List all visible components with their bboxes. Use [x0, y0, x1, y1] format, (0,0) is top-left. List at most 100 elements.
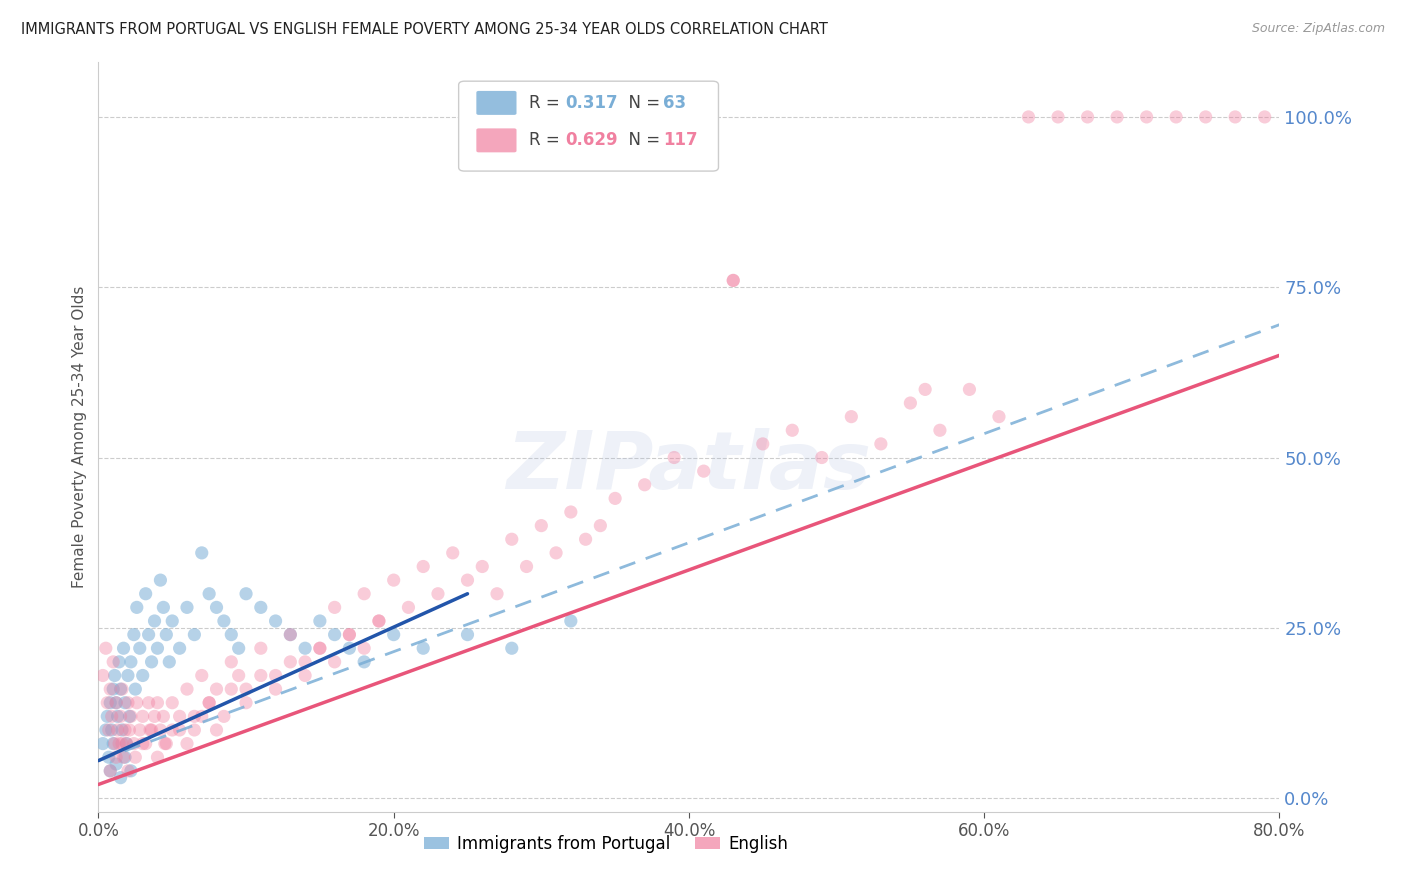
Point	[382, 627, 405, 641]
Point	[115, 737, 138, 751]
Point	[810, 450, 832, 465]
Point	[97, 723, 120, 737]
Point	[294, 655, 316, 669]
Point	[114, 696, 136, 710]
Point	[294, 668, 316, 682]
Text: 0.317: 0.317	[565, 94, 617, 112]
Point	[339, 627, 361, 641]
Point	[149, 573, 172, 587]
Point	[120, 764, 142, 778]
Point	[110, 682, 132, 697]
Point	[471, 559, 494, 574]
FancyBboxPatch shape	[477, 128, 516, 153]
Point	[221, 655, 243, 669]
Point	[235, 682, 257, 697]
Point	[191, 546, 214, 560]
Point	[118, 709, 141, 723]
Point	[221, 627, 243, 641]
Point	[198, 696, 221, 710]
Point	[929, 423, 952, 437]
Text: 117: 117	[664, 131, 697, 149]
Point	[98, 764, 121, 778]
Point	[575, 533, 598, 547]
Point	[309, 614, 332, 628]
Point	[235, 696, 257, 710]
Point	[122, 627, 145, 641]
Point	[138, 627, 160, 641]
Point	[105, 757, 128, 772]
Point	[228, 668, 250, 682]
Point	[108, 655, 131, 669]
Point	[146, 696, 169, 710]
Point	[169, 723, 191, 737]
Point	[398, 600, 420, 615]
Point	[132, 668, 155, 682]
FancyBboxPatch shape	[477, 91, 516, 115]
Point	[501, 533, 523, 547]
Text: N =: N =	[619, 94, 665, 112]
Point	[560, 614, 582, 628]
Point	[183, 723, 205, 737]
Point	[107, 709, 129, 723]
Text: Source: ZipAtlas.com: Source: ZipAtlas.com	[1251, 22, 1385, 36]
Point	[125, 696, 148, 710]
Point	[605, 491, 627, 506]
Point	[125, 600, 148, 615]
Point	[198, 696, 221, 710]
Point	[149, 723, 172, 737]
Point	[782, 423, 804, 437]
Point	[205, 600, 228, 615]
Point	[124, 682, 146, 697]
Point	[250, 641, 273, 656]
Point	[1046, 110, 1070, 124]
Point	[96, 709, 118, 723]
Y-axis label: Female Poverty Among 25-34 Year Olds: Female Poverty Among 25-34 Year Olds	[72, 286, 87, 588]
Point	[664, 450, 686, 465]
Point	[441, 546, 464, 560]
Point	[117, 668, 139, 682]
Point	[752, 437, 775, 451]
Point	[339, 641, 361, 656]
Point	[176, 600, 198, 615]
Point	[264, 614, 287, 628]
Point	[107, 723, 129, 737]
Point	[97, 750, 120, 764]
Point	[141, 655, 163, 669]
Point	[280, 655, 302, 669]
Point	[110, 771, 132, 785]
Point	[323, 627, 346, 641]
Point	[153, 737, 176, 751]
Point	[152, 709, 174, 723]
Point	[124, 750, 146, 764]
Point	[353, 587, 375, 601]
Point	[309, 641, 332, 656]
Point	[120, 655, 142, 669]
Point	[162, 696, 183, 710]
Point	[94, 723, 117, 737]
Point	[323, 600, 346, 615]
Point	[169, 709, 191, 723]
Point	[457, 627, 479, 641]
Point	[870, 437, 893, 451]
Point	[959, 383, 981, 397]
Point	[427, 587, 450, 601]
Point	[132, 709, 155, 723]
Point	[264, 682, 287, 697]
Point	[132, 737, 155, 751]
Point	[250, 600, 273, 615]
Point	[250, 668, 273, 682]
Text: R =: R =	[530, 94, 565, 112]
Point	[412, 559, 434, 574]
Point	[104, 737, 127, 751]
Point	[205, 723, 228, 737]
Point	[191, 709, 214, 723]
Point	[530, 518, 553, 533]
Point	[91, 668, 114, 682]
Text: 63: 63	[664, 94, 686, 112]
Point	[108, 737, 131, 751]
Point	[111, 737, 134, 751]
Point	[264, 668, 287, 682]
Point	[117, 696, 139, 710]
Legend: Immigrants from Portugal, English: Immigrants from Portugal, English	[418, 829, 796, 860]
Point	[111, 723, 134, 737]
